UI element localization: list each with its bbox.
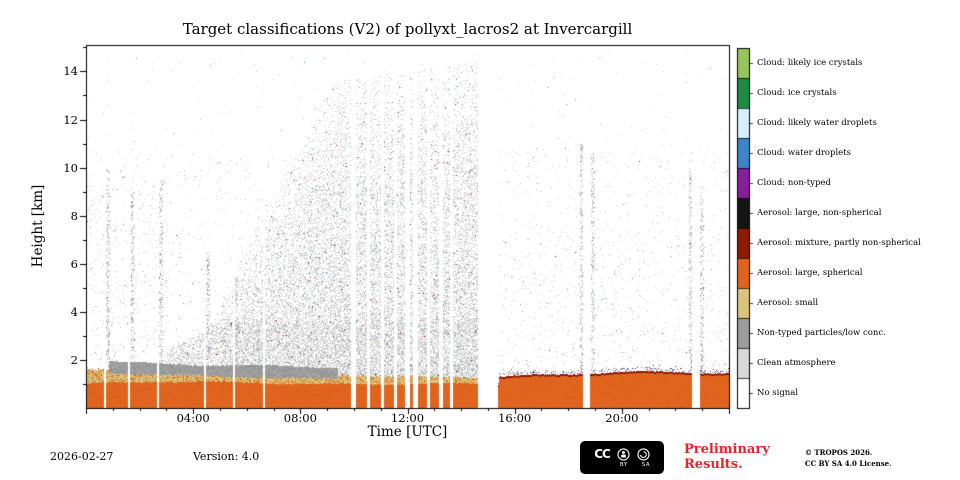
y-tick-label: 2: [70, 352, 78, 367]
legend-label: Aerosol: mixture, partly non-spherical: [757, 238, 921, 248]
cc-by-person-icon: [617, 447, 630, 461]
x-tick-label: 08:00: [283, 411, 317, 425]
legend-label: No signal: [757, 388, 799, 398]
y-tick-label: 4: [70, 304, 78, 319]
x-tick-label: 12:00: [390, 411, 425, 425]
cc-by-label: BY: [619, 462, 628, 468]
version-label: Version: 4.0: [193, 450, 260, 463]
cc-by-sa-badge: CC BY SA: [580, 441, 664, 474]
cc-sa-arrow-icon: [637, 447, 650, 461]
copyright-line: © TROPOS 2026.: [805, 448, 873, 457]
legend-label: Aerosol: small: [757, 298, 819, 308]
x-tick-label: 04:00: [176, 411, 210, 425]
date-label: 2026-02-27: [50, 450, 114, 463]
y-tick-label: 10: [63, 160, 78, 175]
chart-title: Target classifications (V2) of pollyxt_l…: [182, 20, 633, 38]
legend-label: Aerosol: large, spherical: [757, 268, 863, 278]
legend-label: Non-typed particles/low conc.: [757, 328, 886, 338]
x-tick-label: 20:00: [605, 411, 639, 425]
license-line: CC BY SA 4.0 License.: [805, 458, 892, 468]
cc-logo-icon: CC: [594, 447, 611, 461]
legend-label: Cloud: ice crystals: [757, 88, 837, 98]
copyright-block: © TROPOS 2026. CC BY SA 4.0 License.: [805, 448, 892, 469]
cc-badge-sublabels: BY SA: [620, 462, 650, 468]
legend-label: Cloud: likely ice crystals: [757, 58, 863, 68]
x-axis-label: Time [UTC]: [367, 424, 448, 440]
legend-label: Cloud: water droplets: [757, 148, 851, 158]
y-tick-label: 8: [70, 208, 78, 223]
cc-sa-label: SA: [641, 462, 651, 468]
y-tick-label: 12: [63, 112, 78, 127]
legend-label: Cloud: likely water droplets: [757, 118, 877, 128]
x-tick-label: 16:00: [498, 411, 532, 425]
cc-badge-icons: CC: [594, 447, 650, 461]
y-tick-label: 6: [70, 256, 78, 271]
y-axis-label: Height [km]: [30, 184, 46, 268]
legend-label: Cloud: non-typed: [757, 178, 831, 188]
legend-label: Clean atmosphere: [757, 358, 836, 368]
legend-label: Aerosol: large, non-spherical: [757, 208, 882, 218]
preliminary-results-label: Preliminary Results.: [684, 442, 770, 472]
y-tick-label: 14: [63, 64, 78, 79]
